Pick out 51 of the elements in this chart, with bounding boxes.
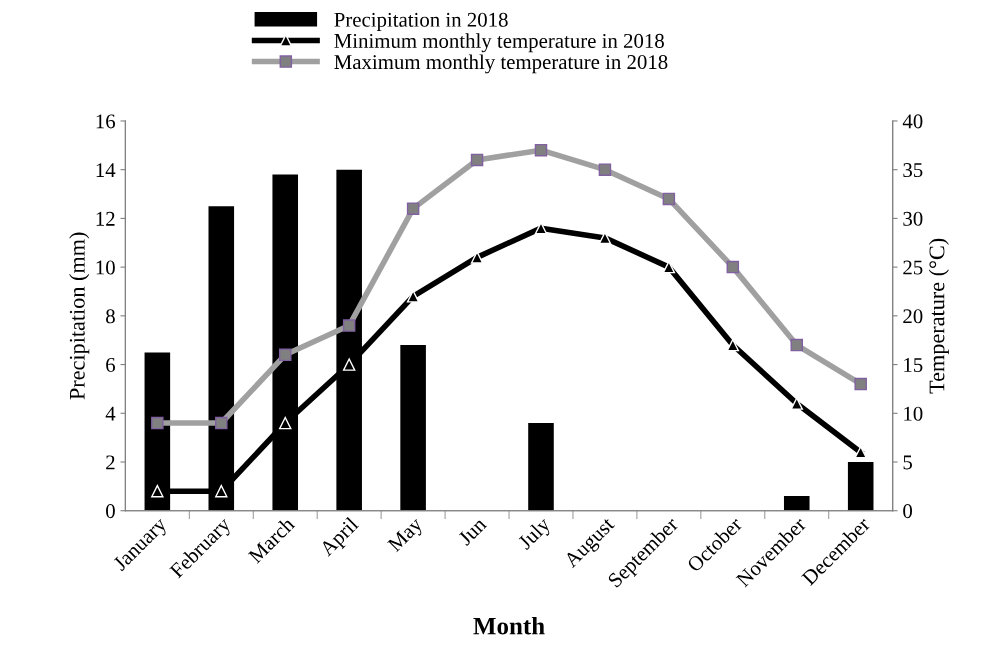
y2-tick-label: 10 [904,406,923,421]
point [342,319,356,332]
point [598,163,612,176]
y-tick-label: 2 [106,455,115,470]
point [406,290,420,303]
y-tick-label: 10 [96,260,115,275]
y2-tick-label: 15 [904,358,923,372]
point [726,338,740,352]
y2-tick-label: 5 [903,455,912,470]
x-tick-label: July [516,515,555,554]
point [278,348,292,362]
bar [528,423,554,511]
y-tick-label: 8 [106,309,115,324]
y2-axis-title: Temperature (°C) [928,238,949,394]
point [854,377,867,391]
point [790,397,804,410]
y2-tick-label: 30 [903,211,923,226]
point [470,153,484,167]
bar [847,462,874,511]
y-tick-label: 16 [96,114,116,129]
bar [783,496,810,511]
point [662,192,676,206]
point [406,202,420,215]
x-tick-label: May [387,516,427,556]
point [790,338,804,352]
point [215,484,228,498]
y-tick-label: 6 [106,357,116,372]
y-tick-label: 0 [106,504,115,519]
x-tick-label: Jun [457,516,488,547]
y2-tick-label: 25 [903,260,923,275]
point [726,260,740,274]
legend-label: Maximum monthly temperature in 2018 [334,54,668,74]
point [534,143,548,157]
y2-tick-label: 35 [903,163,923,178]
point [470,251,484,264]
y-axis-title: Precipitation (mm) [69,232,90,400]
bar [400,345,426,511]
y2-tick-label: 40 [902,114,923,129]
x-axis-title: Month [473,616,545,635]
legend-label: Precipitation in 2018 [334,12,508,32]
point [151,484,164,498]
point [215,416,228,430]
y-tick-label: 4 [105,406,116,421]
y2-tick-label: 0 [903,504,913,519]
y2-tick-label: 20 [903,309,923,324]
point [278,416,292,430]
legend-label: Minimum monthly temperature in 2018 [334,33,664,53]
y-tick-label: 14 [96,163,116,177]
point [151,416,164,430]
point [342,358,356,371]
y-tick-label: 12 [96,211,115,226]
